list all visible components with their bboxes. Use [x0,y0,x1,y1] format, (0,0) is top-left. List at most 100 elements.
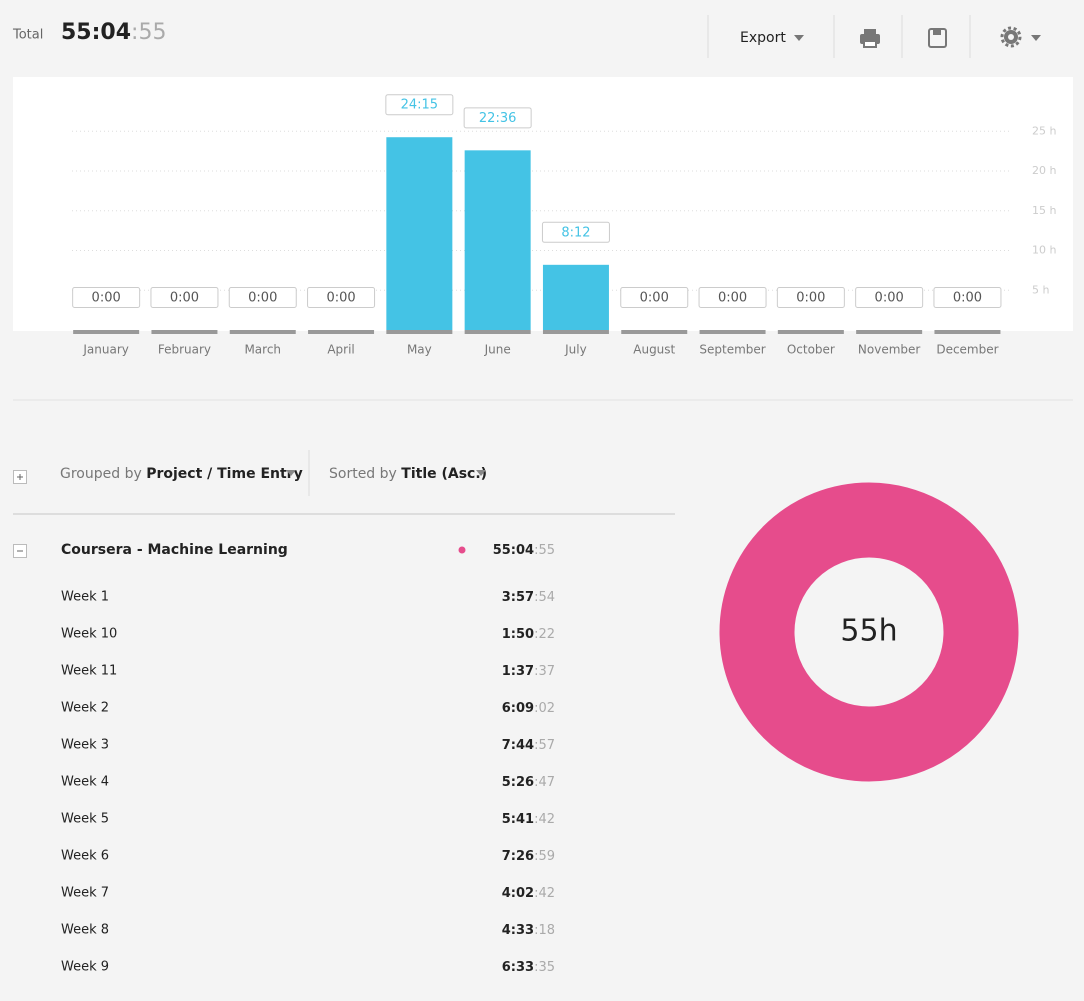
axis-segment [464,330,531,334]
collapse-project[interactable] [13,544,27,558]
value-label: 0:00 [92,291,121,306]
x-tick-label: April [327,343,354,357]
entry-name: Week 5 [61,812,109,827]
sorted-prefix: Sorted by [329,466,397,482]
entry-name: Week 2 [61,701,109,716]
project-color-dot [458,546,466,554]
project-main: 55:04 [493,543,534,558]
axis-segment [934,330,1001,334]
entry-seconds: :59 [534,849,555,864]
entry-main: 1:50 [502,627,534,642]
entry-seconds: :57 [534,738,555,753]
axis-segment [699,330,766,334]
chart: 5 h 10 h 15 h 20 h 25 h 0:00 January 0:00 Februa… [72,94,1056,357]
entry-duration: 4:02:42 [502,886,555,901]
value-label: 8:12 [561,225,590,240]
value-label: 0:00 [718,291,747,306]
grouped-value: Project / Time Entry [146,466,303,482]
entry-duration: 6:33:35 [502,960,555,975]
value-label-box [776,287,845,308]
axis-segment [73,330,140,334]
value-label-box [933,287,1002,308]
toolbar-dividers [707,15,971,58]
sorted-value: Title (Asc.) [401,466,487,482]
entry-main: 6:33 [502,960,534,975]
entry-name: Week 3 [61,738,109,753]
entry-duration: 1:37:37 [502,664,555,679]
print-button[interactable] [860,29,880,48]
entry-seconds: :42 [534,812,555,827]
value-label: 0:00 [248,291,277,306]
entry-main: 5:41 [502,812,534,827]
save-button[interactable] [928,28,947,48]
x-tick-label: June [484,343,511,357]
entry-seconds: :02 [534,701,555,716]
axis-segment [229,330,296,334]
axis-segment [777,330,844,334]
entry-main: 7:26 [502,849,534,864]
entry-duration: 5:41:42 [502,812,555,827]
project-duration: 55:04:55 [493,543,555,558]
entry-duration: 1:50:22 [502,627,555,642]
entry-seconds: :47 [534,775,555,790]
x-tick-label: February [158,343,211,357]
entry-duration: 6:09:02 [502,701,555,716]
entry-seconds: :54 [534,590,555,605]
y-tick-label: 20 h [1032,164,1056,177]
value-label: 24:15 [401,98,438,113]
x-tick-label: October [787,343,835,357]
donut-label: 55h [840,614,897,649]
entry-duration: 3:57:54 [502,590,555,605]
x-tick-label: December [936,343,998,357]
axis-segment [308,330,375,334]
grouped-prefix: Grouped by [60,466,142,482]
entry-main: 6:09 [502,701,534,716]
entry-main: 3:57 [502,590,534,605]
entry-seconds: :18 [534,923,555,938]
bar [464,150,531,330]
axis-segment [386,330,453,334]
axis-segment [856,330,923,334]
value-label-box [463,107,532,129]
y-tick-label: 10 h [1032,244,1056,257]
y-tick-label: 25 h [1032,124,1056,137]
entry-name: Week 11 [61,664,117,679]
export-button[interactable]: Export [740,30,804,46]
settings-button[interactable] [1000,26,1041,48]
total-label: Total [12,28,43,43]
entry-seconds: :42 [534,886,555,901]
entry-seconds: :22 [534,627,555,642]
axis-segment [151,330,218,334]
bar [386,137,453,330]
value-label: 0:00 [953,291,982,306]
entry-main: 5:26 [502,775,534,790]
entry-name: Week 9 [61,960,109,975]
project-seconds: :55 [534,543,555,558]
x-tick-label: May [407,343,432,357]
axis-segment [621,330,688,334]
value-label-box [620,287,689,308]
value-label: 0:00 [170,291,199,306]
y-tick-label: 15 h [1032,204,1056,217]
value-label-box [72,287,141,308]
sorted-by[interactable]: Sorted by Title (Asc.) [329,466,487,482]
value-label-box [385,94,454,116]
entry-duration: 4:33:18 [502,923,555,938]
value-label-box [698,287,767,308]
value-label: 22:36 [479,111,516,126]
entry-duration: 7:26:59 [502,849,555,864]
grouped-by[interactable]: Grouped by Project / Time Entry [60,466,303,482]
total-value: 55:04:55 [61,20,166,45]
x-tick-label: January [82,343,129,357]
value-label: 0:00 [875,291,904,306]
dropdown-arrow [476,470,486,476]
expand-all[interactable] [13,470,27,484]
entry-main: 4:33 [502,923,534,938]
entry-main: 7:44 [502,738,534,753]
entry-name: Week 7 [61,886,109,901]
x-tick-label: August [633,343,675,357]
export-label[interactable]: Export [740,30,786,46]
entry-name: Week 10 [61,627,117,642]
